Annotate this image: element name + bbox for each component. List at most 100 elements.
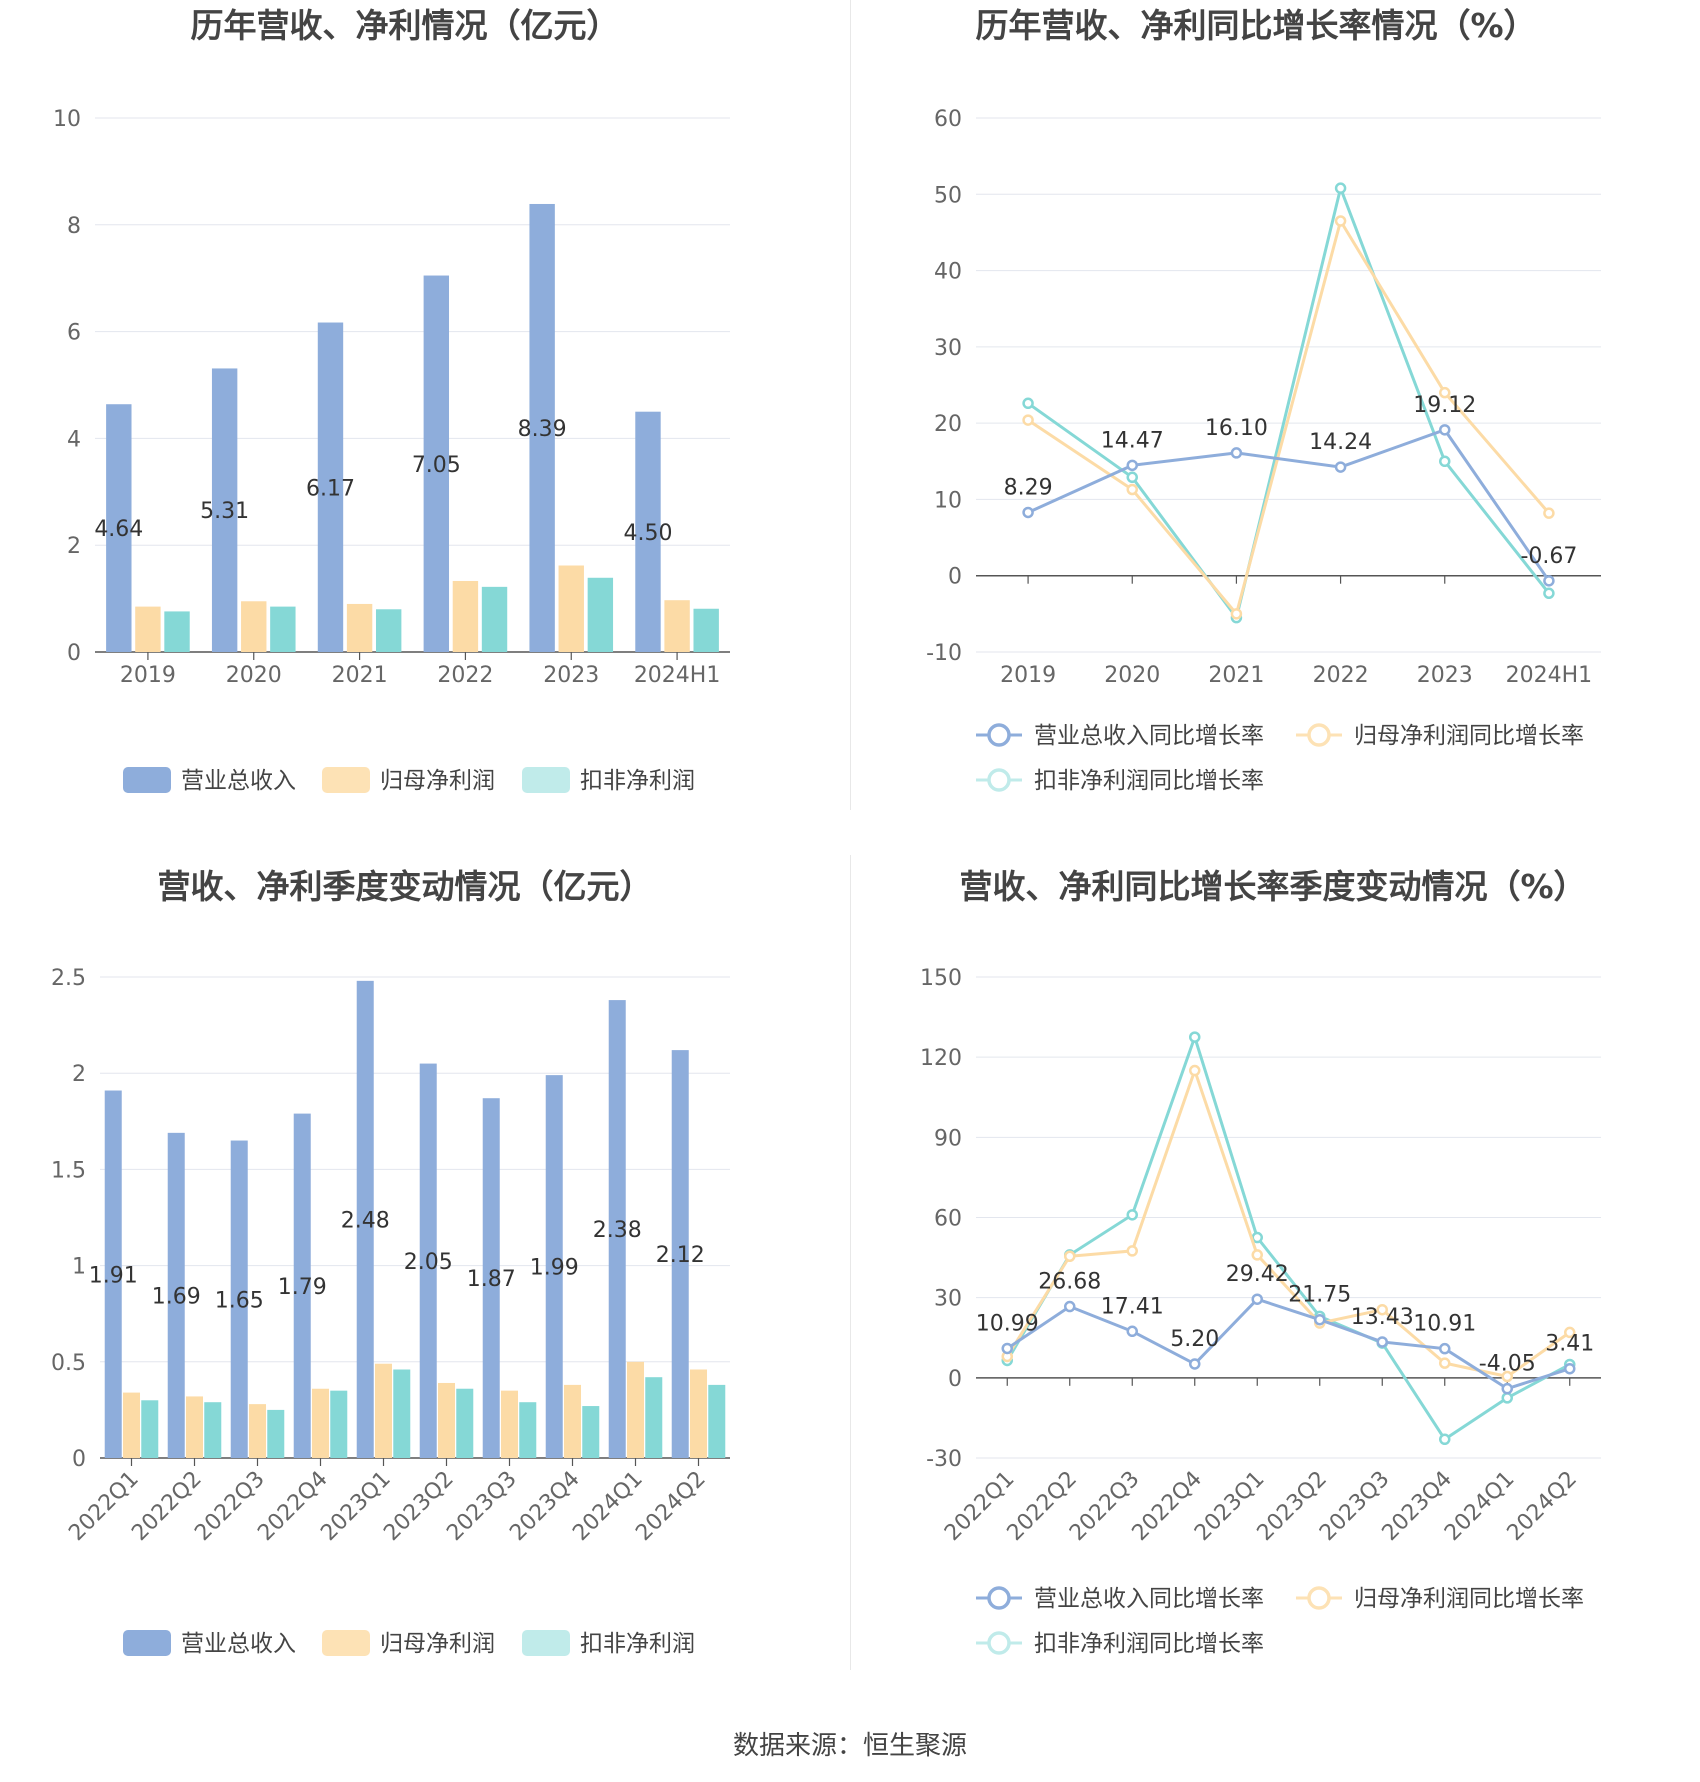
point-revenue-growth [1001,1342,1013,1355]
data-label: 1.91 [89,1263,138,1288]
bar-deducted-profit [270,606,296,652]
bar-revenue [167,1132,185,1458]
legend-label: 归母净利润同比增长率 [1354,723,1584,749]
bar-revenue [529,203,555,652]
legend-label: 扣非净利润同比增长率 [1034,1631,1264,1657]
y-tick-label: 6 [67,321,81,346]
legend-marker [987,768,1011,792]
point-revenue-growth [1189,1358,1201,1370]
y-tick-label: 0 [72,1447,86,1472]
bar-net-profit [311,1388,330,1458]
bar-revenue [671,1050,689,1458]
data-label: 16.10 [1205,416,1268,441]
legend-label: 扣非净利润 [580,1631,695,1657]
data-label: 2.38 [593,1218,642,1243]
bar-net-profit [558,565,584,652]
y-tick-label: 0 [948,565,962,590]
data-label: 14.24 [1309,430,1372,455]
point-net-profit-growth [1376,1303,1388,1316]
bar-revenue [635,411,661,652]
y-tick-label: 1 [72,1255,86,1280]
bar-deducted-profit [330,1390,348,1458]
point-net-profit-growth [1439,1357,1451,1369]
x-tick-label: 2024Q2 [1503,1467,1582,1546]
x-tick-label: 2024H1 [1506,663,1593,688]
point-revenue-growth [1251,1293,1263,1305]
point-revenue-growth [1376,1336,1388,1348]
point-revenue-growth [1334,461,1347,473]
point-net-profit-growth [1501,1370,1513,1383]
data-label: 5.31 [200,499,249,524]
bar-revenue [106,404,132,652]
line-net-profit-growth [1005,1065,1571,1379]
point-deducted-profit-growth [1251,1231,1263,1244]
x-tick-label: 2019 [1000,663,1056,688]
bar-deducted-profit [587,577,614,652]
y-tick-label: 120 [920,1046,962,1071]
point-revenue-growth [1439,424,1451,436]
data-label: 3.41 [1545,1332,1594,1357]
chart-title: 历年营收、净利情况（亿元） [191,6,620,45]
data-label: 2.12 [656,1243,705,1268]
x-tick-label: 2022 [1313,663,1369,688]
bar-revenue [317,322,344,652]
data-label: 4.64 [94,517,143,542]
x-tick-label: 2022 [437,663,493,688]
bar-revenue [482,1098,500,1458]
data-label: 8.39 [518,417,567,442]
legend-label: 营业总收入同比增长率 [1034,1586,1264,1612]
y-tick-label: 4 [67,427,81,452]
bar-deducted-profit [693,608,719,652]
data-label: 21.75 [1288,1283,1351,1308]
bar-deducted-profit [582,1406,600,1458]
data-label: 13.43 [1351,1305,1414,1330]
point-deducted-profit-growth [1543,587,1555,600]
legend-marker [987,1586,1011,1610]
line-revenue-growth [1006,1297,1571,1391]
point-deducted-profit-growth [1126,1209,1138,1221]
point-net-profit-growth [1439,386,1451,399]
y-tick-label: 1.5 [51,1158,86,1183]
point-deducted-profit-growth [1439,455,1451,468]
data-label: 1.99 [530,1256,579,1281]
data-label: 5.20 [1170,1327,1219,1352]
line-net-profit-growth [1027,217,1551,618]
data-source-note: 数据来源：恒生聚源 [732,1731,967,1761]
chart-title: 历年营收、净利同比增长率情况（%） [975,6,1536,45]
y-tick-label: 30 [934,336,962,361]
point-net-profit-growth [1126,483,1138,496]
point-deducted-profit-growth [1189,1031,1201,1043]
legend-swatch [322,1630,370,1656]
panel-divider-top [850,0,851,810]
legend-label: 归母净利润 [380,1631,495,1657]
quarterly-revenue-profit-chart: 营收、净利季度变动情况（亿元）00.511.522.52022Q12022Q22… [51,867,730,1657]
legend-swatch [322,767,370,793]
data-label: 6.17 [306,476,355,501]
point-revenue-growth [1439,1342,1451,1355]
y-tick-label: 90 [934,1126,962,1151]
bar-deducted-profit [393,1369,411,1458]
bar-revenue [423,275,450,652]
chart-panel-annual-revenue: 历年营收、净利情况（亿元） 0 2 4 6 8 10 2019 2020 2021 2022 2023… [0,0,850,810]
legend-label: 扣非净利润同比增长率 [1034,768,1264,794]
data-label: 17.41 [1101,1294,1164,1319]
data-label: 1.79 [278,1275,327,1300]
data-label: 7.05 [412,453,461,478]
point-revenue-growth [1230,447,1243,459]
bar-deducted-profit [141,1400,159,1458]
y-tick-label: 0.5 [51,1351,86,1376]
point-revenue-growth [1314,1313,1326,1326]
legend-label: 营业总收入 [181,1631,296,1657]
chart-panel-annual-growth: 历年营收、净利同比增长率情况（%） -10 0 10 20 30 40 50 60 2019 202… [851,0,1700,810]
x-tick-label: 2024H1 [634,663,721,688]
point-net-profit-growth [1230,608,1243,620]
data-label: 2.05 [404,1250,453,1275]
y-tick-label: 0 [67,641,81,666]
bar-net-profit [248,1404,267,1458]
point-revenue-growth [1126,1325,1138,1338]
quarterly-growth-rate-chart: 营收、净利同比增长率季度变动情况（%）-3003060901201502022Q… [920,867,1601,1657]
y-tick-label: 20 [934,412,962,437]
bar-deducted-profit [267,1409,285,1458]
legend-label: 营业总收入同比增长率 [1034,723,1264,749]
bar-net-profit [346,603,373,652]
